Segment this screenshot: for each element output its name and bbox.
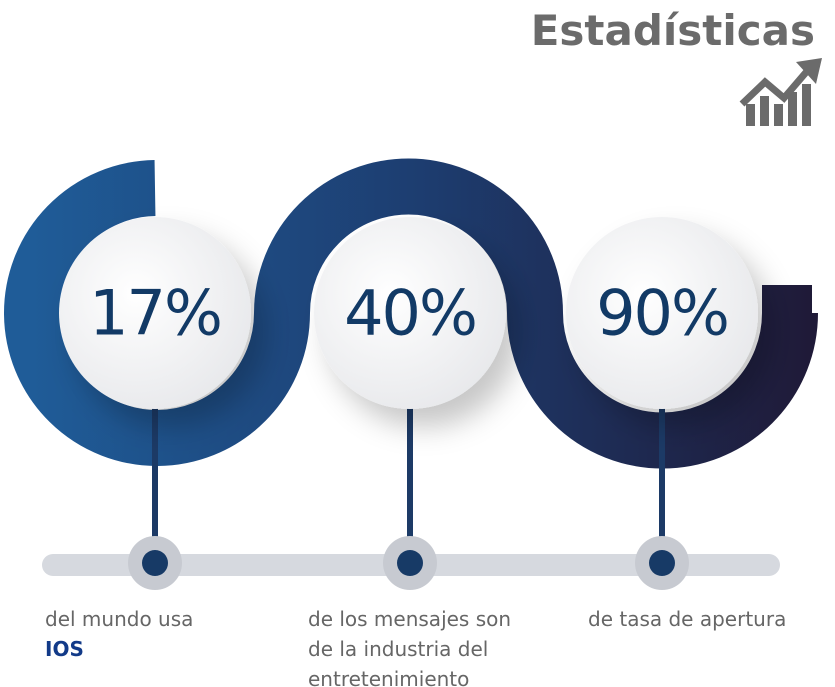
stat-caption: de los mensajes son [308, 607, 511, 631]
stat-caption: de tasa de apertura [588, 607, 786, 631]
stat-value: 90% [596, 277, 728, 350]
dot [142, 550, 168, 576]
stat-caption: del mundo usa [45, 607, 193, 631]
stem [659, 400, 665, 560]
disc [59, 217, 251, 409]
title: Estadísticas [531, 6, 815, 55]
disc [566, 217, 758, 409]
dot [397, 550, 423, 576]
stat-value: 17% [89, 277, 221, 350]
stat-caption: de la industria del [308, 637, 488, 661]
stem [407, 400, 413, 560]
disc [314, 217, 506, 409]
wave-band [4, 158, 818, 469]
stem [152, 400, 158, 560]
stat-caption: IOS [45, 637, 84, 661]
dot [649, 550, 675, 576]
chart-icon [739, 58, 822, 126]
stat-caption: entretenimiento [308, 667, 469, 687]
stat-value: 40% [344, 277, 476, 350]
